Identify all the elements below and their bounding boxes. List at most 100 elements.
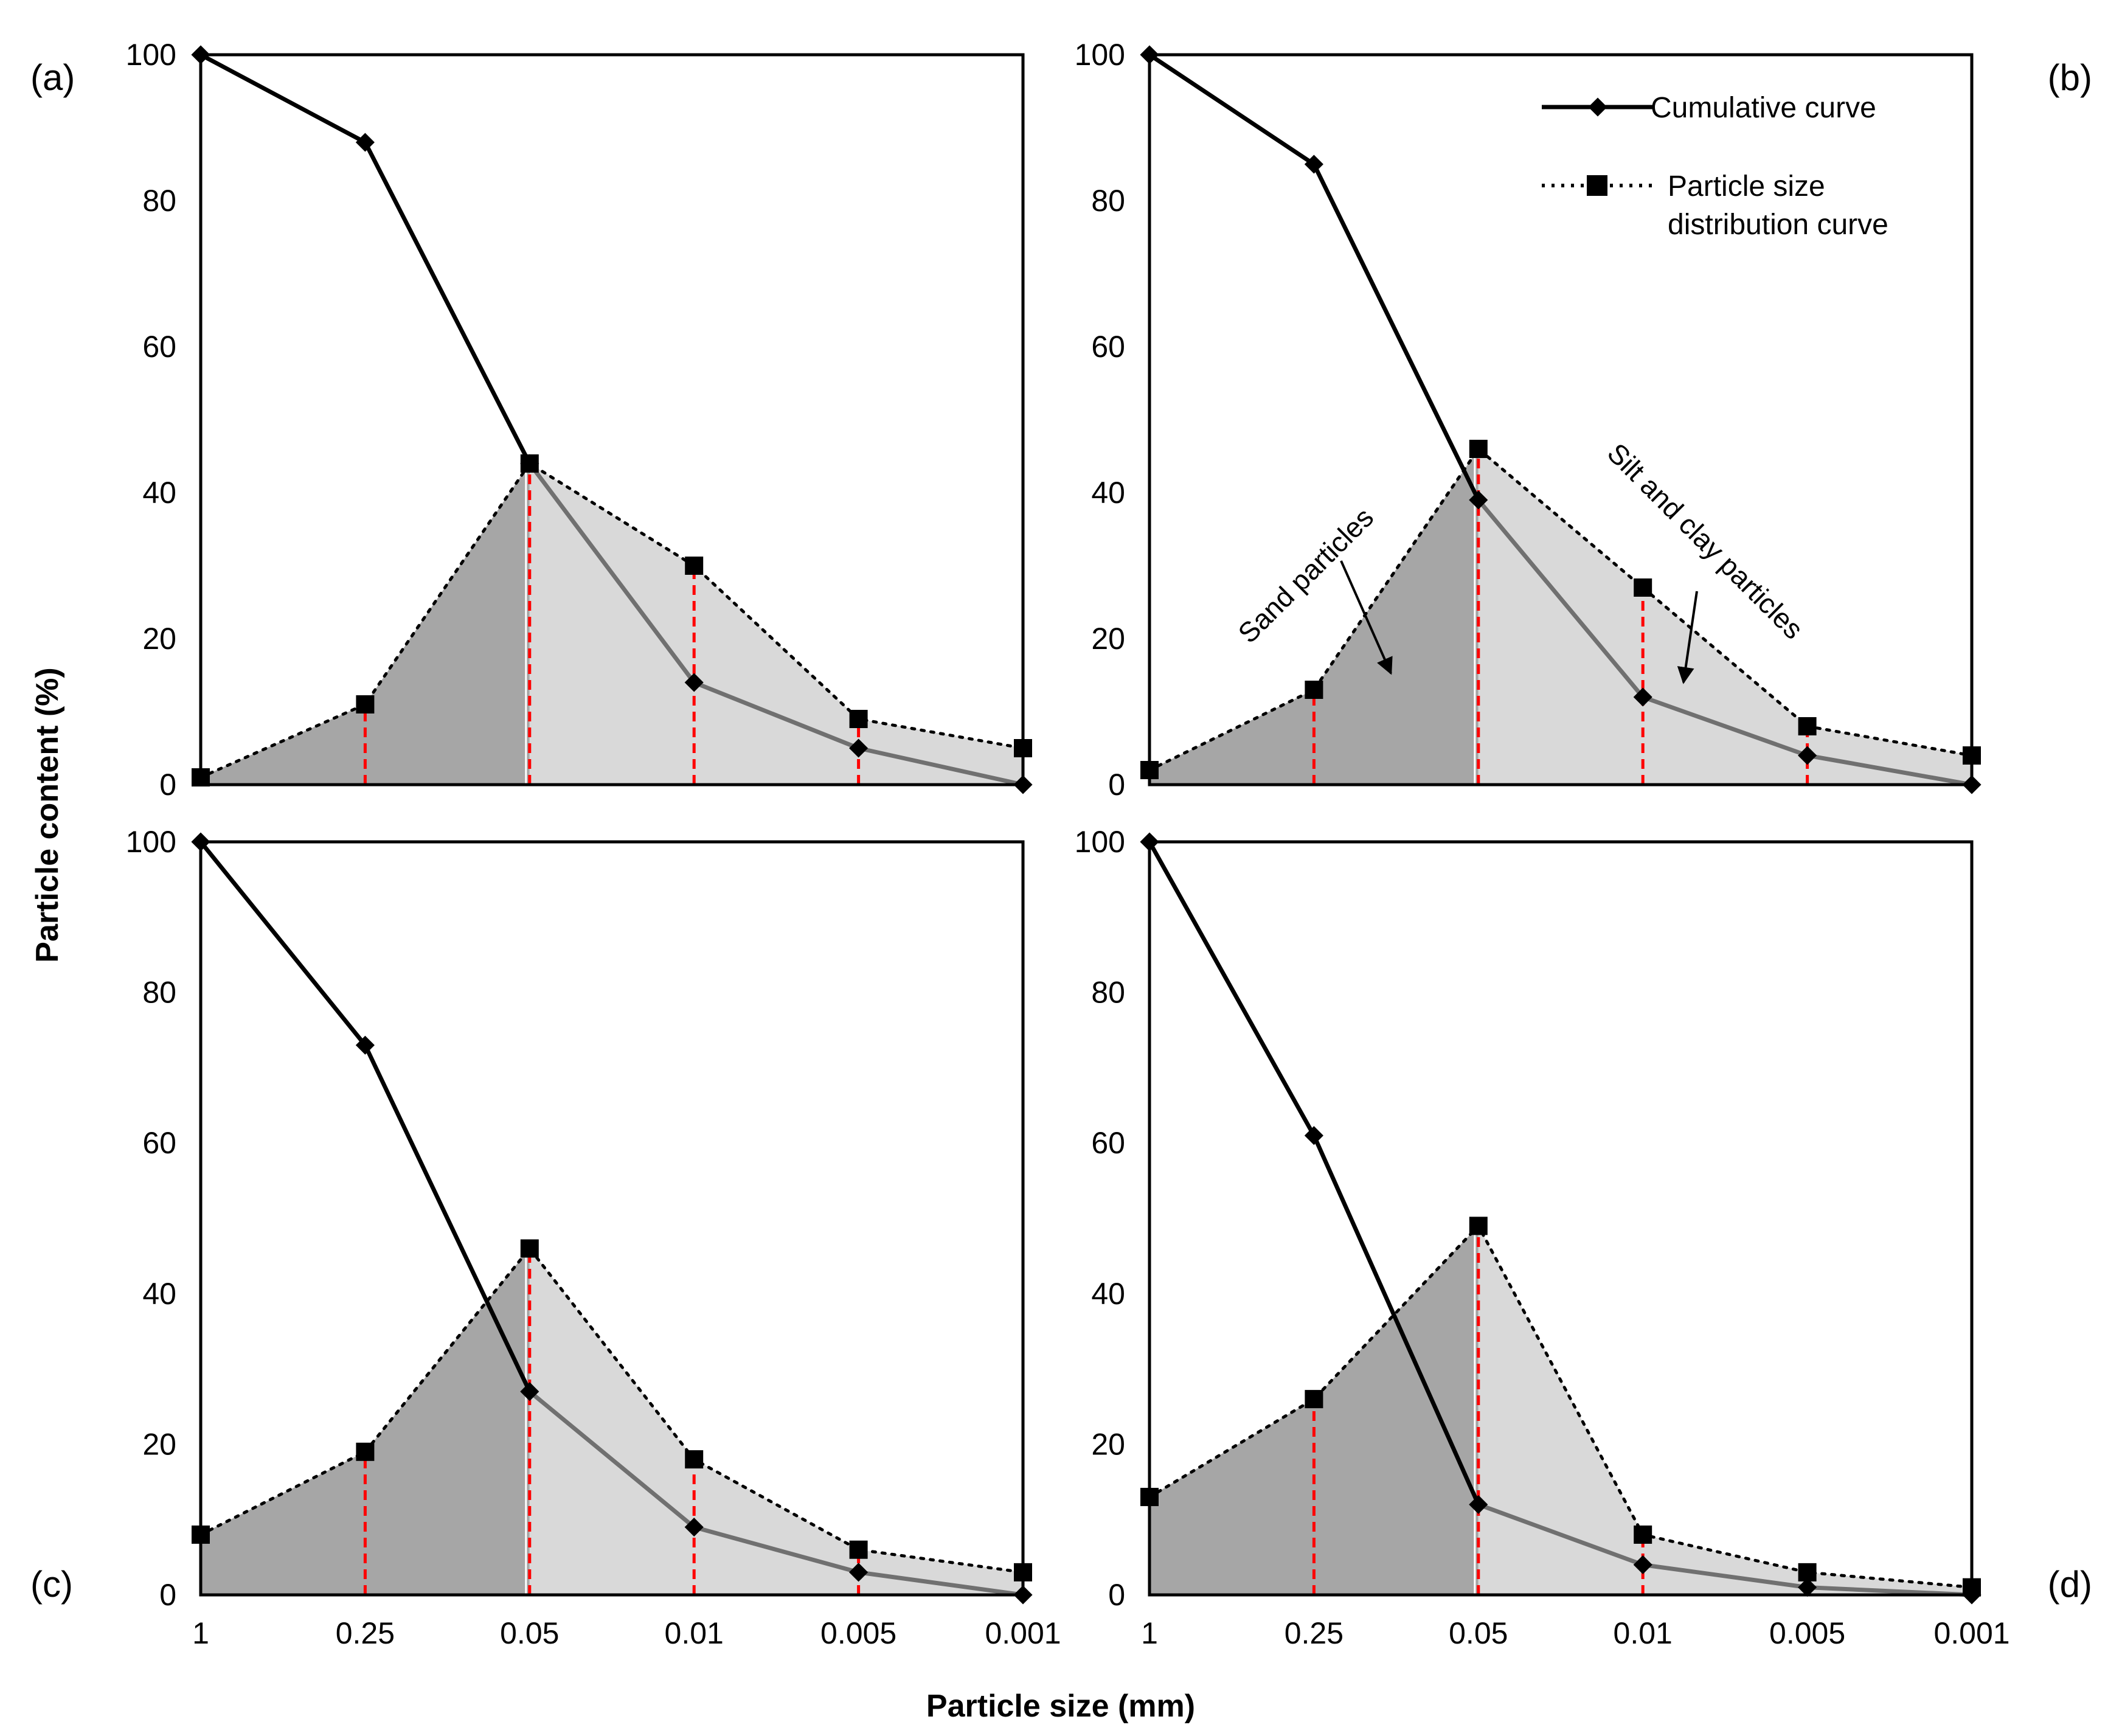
cumulative-point — [1013, 775, 1033, 794]
cumulative-point — [1304, 155, 1323, 174]
cumulative-point — [1140, 832, 1159, 852]
cumulative-point — [849, 1563, 869, 1582]
y-tick-label: 100 — [126, 38, 176, 72]
x-tick-label: 0.005 — [1769, 1616, 1845, 1650]
distribution-point — [1305, 681, 1323, 699]
cumulative-point — [1798, 1578, 1817, 1597]
cumulative-point — [1304, 1126, 1323, 1145]
silt-clay-particles-arrow — [1677, 591, 1698, 684]
cumulative-point — [849, 738, 869, 758]
panel-label: (c) — [30, 1564, 73, 1605]
silt-clay-area — [529, 1248, 1023, 1595]
y-tick-label: 40 — [1091, 1277, 1125, 1311]
cumulative-segment — [362, 140, 532, 466]
panel-d: 0 20 40 60 80 100 1 0.25 0.05 0.01 0.005 0.001 (d) — [1075, 825, 2092, 1650]
y-tick-label: 100 — [1075, 38, 1125, 72]
cumulative-segment — [198, 52, 367, 145]
y-tick-label: 0 — [1108, 768, 1125, 802]
cumulative-point — [520, 1382, 539, 1401]
cumulative-segment — [527, 1389, 696, 1530]
cumulative-point — [191, 832, 210, 852]
distribution-point — [520, 454, 539, 473]
distribution-curve — [1148, 1223, 1974, 1589]
cumulative-segment — [1476, 498, 1645, 700]
sand-area — [201, 464, 530, 785]
x-tick-label: 0.05 — [1449, 1616, 1508, 1650]
distribution-point — [1305, 1390, 1323, 1409]
cumulative-segment — [1476, 1502, 1645, 1567]
distribution-point — [685, 557, 704, 575]
cumulative-point — [355, 133, 375, 152]
panel-label: (a) — [30, 57, 75, 98]
cumulative-point — [1798, 746, 1817, 765]
panel-a: 0 20 40 60 80 100 (a) — [30, 38, 1033, 802]
cumulative-segment — [856, 746, 1025, 787]
distribution-point — [192, 768, 210, 786]
cumulative-segment — [856, 1570, 1025, 1597]
cumulative-segment — [692, 680, 861, 751]
distribution-point — [1140, 1488, 1159, 1507]
x-tick-label: 0.05 — [500, 1616, 559, 1650]
y-tick-label: 0 — [159, 1578, 176, 1612]
cumulative-segment — [1147, 52, 1316, 167]
cumulative-segment — [527, 461, 696, 685]
y-tick-label: 20 — [142, 622, 176, 656]
distribution-point — [685, 1450, 704, 1469]
cumulative-segment — [1805, 753, 1974, 787]
distribution-point — [1469, 1217, 1488, 1235]
legend-psd-label-line1: Particle size — [1668, 170, 1825, 203]
sand-particles-arrow — [1340, 560, 1393, 675]
y-tick-label: 40 — [142, 476, 176, 510]
cumulative-point — [1013, 1585, 1033, 1605]
distribution-curve — [199, 461, 1025, 779]
x-tick-label: 0.25 — [336, 1616, 395, 1650]
cumulative-segment — [1640, 1562, 1810, 1590]
distribution-point — [1798, 1563, 1817, 1581]
panel-label: (b) — [2048, 57, 2092, 98]
y-tick-label: 80 — [1091, 184, 1125, 218]
distribution-point — [1634, 1525, 1652, 1544]
cumulative-segment — [692, 1525, 861, 1575]
sand-area — [1149, 449, 1479, 785]
distribution-point — [1634, 578, 1652, 597]
y-tick-label: 80 — [1091, 976, 1125, 1010]
cumulative-segment — [1147, 839, 1316, 1138]
cumulative-segment — [1311, 1133, 1481, 1507]
y-tick-label: 40 — [142, 1277, 176, 1311]
distribution-point — [1014, 739, 1032, 757]
cumulative-point — [1962, 775, 1982, 794]
cumulative-point — [1469, 1495, 1488, 1514]
y-tick-label: 0 — [1108, 1578, 1125, 1612]
distribution-point — [1798, 717, 1817, 735]
legend-cumulative-marker — [1588, 97, 1607, 117]
silt-clay-area — [529, 464, 1023, 785]
y-tick-label: 40 — [1091, 476, 1125, 510]
legend-psd-marker — [1587, 175, 1607, 196]
distribution-point — [849, 1540, 868, 1559]
cumulative-segment — [1311, 162, 1481, 502]
panel-c: 0 20 40 60 80 100 1 0.25 0.05 0.01 0.005 0.001 (c) — [30, 825, 1061, 1650]
x-tick-label: 0.01 — [1614, 1616, 1673, 1650]
y-tick-label: 20 — [1091, 1427, 1125, 1461]
silt-clay-area — [1478, 449, 1972, 785]
y-tick-label: 60 — [1091, 1126, 1125, 1160]
plot-frame — [1148, 840, 1974, 1597]
distribution-curve — [1148, 446, 1974, 772]
silt-clay-area — [1478, 1226, 1972, 1595]
legend: Cumulative curve Particle size distribut… — [1542, 92, 1888, 241]
cumulative-segment — [362, 1043, 532, 1394]
distribution-point — [356, 1442, 375, 1461]
y-tick-label: 80 — [142, 976, 176, 1010]
y-tick-label: 20 — [142, 1427, 176, 1461]
panel-label: (d) — [2048, 1564, 2092, 1605]
y-tick-label: 100 — [126, 825, 176, 859]
y-tick-label: 60 — [1091, 330, 1125, 364]
x-tick-label: 0.01 — [665, 1616, 724, 1650]
cumulative-segment — [198, 839, 367, 1047]
distribution-point — [1469, 440, 1488, 458]
y-tick-label: 60 — [142, 330, 176, 364]
cumulative-point — [1633, 1555, 1652, 1575]
plot-frame — [1148, 53, 1974, 786]
distribution-point — [849, 710, 868, 728]
